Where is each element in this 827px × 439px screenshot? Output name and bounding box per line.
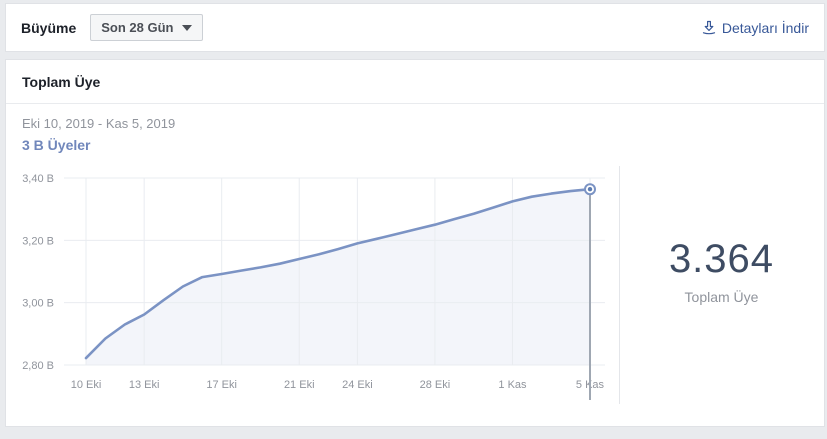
series-kpi-label: 3 B Üyeler xyxy=(22,137,91,153)
date-range-text: Eki 10, 2019 - Kas 5, 2019 xyxy=(22,116,176,131)
total-members-label: Toplam Üye xyxy=(684,289,759,305)
area-fill xyxy=(86,189,590,365)
x-tick-label: 28 Eki xyxy=(420,379,451,391)
x-tick-label: 1 Kas xyxy=(498,379,527,391)
members-growth-chart[interactable]: 2,80 B 3,00 B 3,20 B 3,40 B 10 Eki 13 Eki 17 E… xyxy=(6,164,619,406)
download-icon xyxy=(702,20,716,35)
date-range-dropdown-value: Son 28 Gün xyxy=(101,20,174,35)
chevron-down-icon xyxy=(182,24,193,31)
page-title: Büyüme xyxy=(21,19,77,36)
x-tick-label: 13 Eki xyxy=(129,379,160,391)
x-tick-label: 21 Eki xyxy=(284,379,315,391)
download-details-label: Detayları İndir xyxy=(721,19,809,36)
card-title: Toplam Üye xyxy=(6,60,824,104)
summary-stat-block: 3.364 Toplam Üye xyxy=(620,156,823,386)
x-tick-label: 17 Eki xyxy=(206,379,237,391)
total-members-value: 3.364 xyxy=(668,237,775,281)
growth-toolbar: Büyüme Son 28 Gün Detayları İndir xyxy=(5,3,825,52)
y-tick-label: 3,00 B xyxy=(22,298,54,310)
y-tick-label: 3,20 B xyxy=(22,235,54,247)
chart-canvas[interactable]: 2,80 B 3,00 B 3,20 B 3,40 B 10 Eki 13 Eki 17 E… xyxy=(6,164,619,406)
end-marker-dot xyxy=(587,187,593,192)
x-tick-label: 10 Eki xyxy=(71,379,102,391)
members-series-line xyxy=(84,187,592,360)
x-tick-label: 24 Eki xyxy=(342,379,373,391)
total-members-card: Toplam Üye Eki 10, 2019 - Kas 5, 2019 3 … xyxy=(5,59,825,427)
date-range-dropdown[interactable]: Son 28 Gün xyxy=(90,14,204,41)
chart-stat-divider xyxy=(619,166,620,404)
y-tick-label: 2,80 B xyxy=(22,360,54,372)
y-tick-label: 3,40 B xyxy=(22,173,54,185)
download-details-link[interactable]: Detayları İndir xyxy=(702,20,809,36)
